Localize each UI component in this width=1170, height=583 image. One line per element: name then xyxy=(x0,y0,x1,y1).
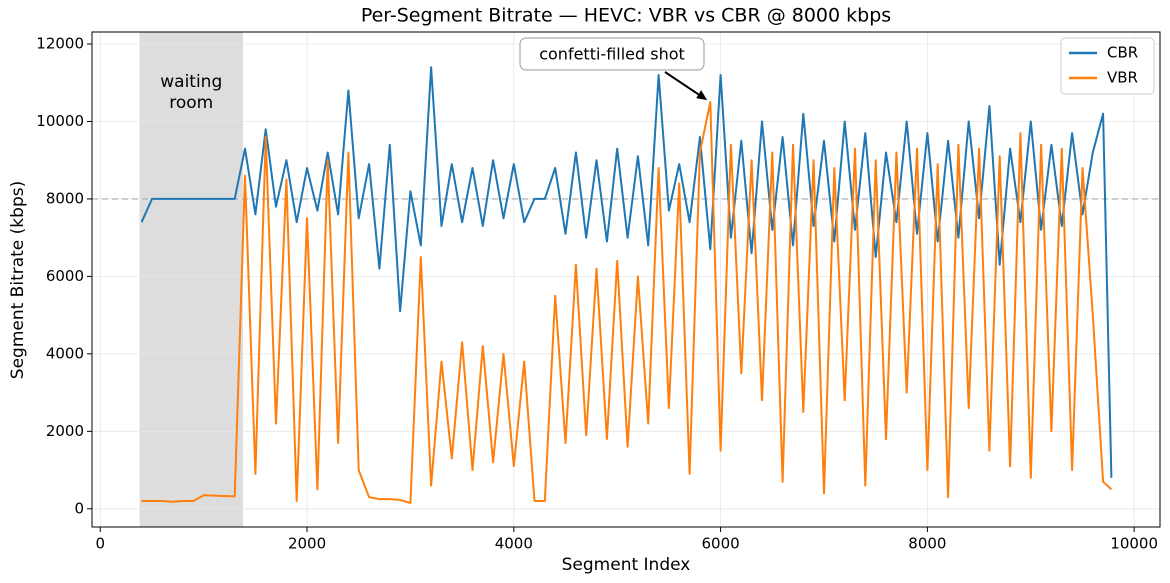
y-axis-label: Segment Bitrate (kbps) xyxy=(8,181,28,379)
y-tick-label: 10000 xyxy=(36,112,84,130)
y-tick-label: 0 xyxy=(74,499,84,517)
x-tick-label: 4000 xyxy=(495,535,533,553)
y-tick-label: 4000 xyxy=(46,344,84,362)
span-label: room xyxy=(169,93,213,113)
y-tick-label: 8000 xyxy=(46,189,84,207)
annotation-arrowhead xyxy=(696,90,708,101)
annotation-box xyxy=(519,37,705,71)
shaded-span xyxy=(139,32,243,527)
x-tick-label: 8000 xyxy=(908,535,946,553)
x-tick-label: 10000 xyxy=(1110,535,1158,553)
series-line xyxy=(140,66,1113,478)
plot-frame xyxy=(91,31,1161,528)
chart-title: Per-Segment Bitrate — HEVC: VBR vs CBR @… xyxy=(361,5,891,27)
y-tick-label: 12000 xyxy=(36,35,84,53)
span-label: waiting xyxy=(160,72,222,92)
x-tick-label: 6000 xyxy=(702,535,740,553)
y-tick-label: 6000 xyxy=(46,267,84,285)
x-tick-label: 2000 xyxy=(288,535,326,553)
legend-label: VBR xyxy=(1107,69,1138,87)
x-axis-label: Segment Index xyxy=(562,555,691,575)
series-line xyxy=(141,101,1113,504)
legend: CBR VBR xyxy=(1060,37,1155,95)
legend-label: CBR xyxy=(1107,44,1138,62)
x-tick-label: 0 xyxy=(95,535,105,553)
y-tick-label: 2000 xyxy=(46,422,84,440)
annotation-arrow xyxy=(664,71,705,100)
annotation-text: confetti-filled shot xyxy=(539,45,685,64)
